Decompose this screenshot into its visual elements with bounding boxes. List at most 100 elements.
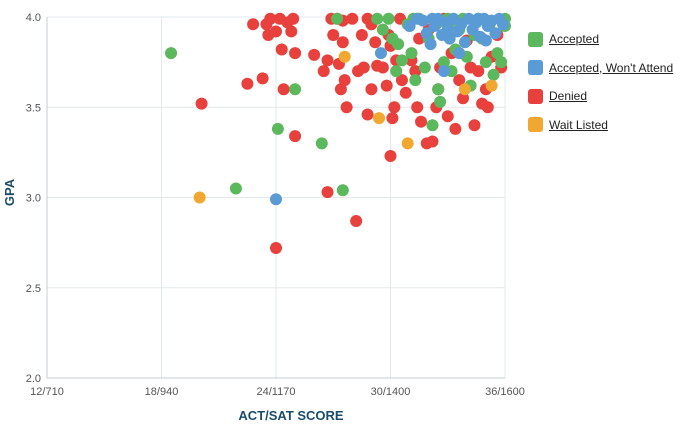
- y-tick-label: 4.0: [26, 12, 41, 24]
- data-point: [229, 182, 242, 195]
- data-point: [336, 184, 349, 197]
- y-tick-label: 3.5: [26, 102, 41, 114]
- data-point: [485, 79, 498, 92]
- data-point: [415, 115, 428, 128]
- data-point: [426, 135, 439, 148]
- data-point: [457, 92, 470, 105]
- x-tick-label: 18/940: [145, 386, 179, 398]
- data-point: [395, 74, 408, 87]
- data-point: [321, 186, 334, 199]
- legend-label[interactable]: Accepted: [549, 32, 600, 46]
- data-point: [388, 101, 401, 114]
- data-point: [271, 122, 284, 135]
- y-tick-label: 2.5: [26, 283, 41, 295]
- axes: [46, 17, 505, 379]
- data-point: [195, 97, 208, 110]
- data-point: [420, 27, 433, 40]
- data-point: [432, 83, 445, 96]
- data-point: [376, 61, 389, 74]
- data-point: [491, 47, 504, 60]
- data-point: [489, 27, 502, 40]
- data-point: [338, 74, 351, 87]
- data-point: [355, 29, 368, 42]
- data-point: [289, 130, 302, 143]
- data-point: [277, 83, 290, 96]
- legend-item[interactable]: Accepted, Won't Attend: [528, 59, 673, 77]
- data-point: [350, 214, 363, 227]
- data-point: [289, 83, 302, 96]
- data-point: [327, 29, 340, 42]
- legend-item[interactable]: Wait Listed: [528, 116, 673, 134]
- data-point: [346, 12, 359, 25]
- data-point: [441, 110, 454, 123]
- data-point: [479, 56, 492, 69]
- data-point: [418, 61, 431, 74]
- series-3: [193, 50, 498, 204]
- data-point: [416, 14, 429, 27]
- legend: Accepted Accepted, Won't Attend Denied Wait…: [528, 30, 673, 144]
- data-point: [449, 122, 462, 135]
- data-point: [380, 79, 393, 92]
- data-point: [382, 12, 395, 25]
- data-point: [270, 25, 282, 38]
- series-2: [270, 12, 510, 206]
- data-point: [287, 12, 300, 25]
- x-tick-label: 30/1400: [371, 386, 411, 398]
- data-point: [441, 23, 454, 36]
- data-point: [481, 101, 494, 114]
- data-point: [453, 47, 466, 60]
- data-point: [247, 18, 260, 31]
- data-point: [405, 47, 418, 60]
- data-point: [497, 18, 510, 31]
- data-point: [390, 65, 403, 78]
- data-point: [285, 25, 298, 38]
- data-point: [376, 23, 389, 36]
- data-point: [401, 137, 414, 150]
- legend-label[interactable]: Wait Listed: [549, 117, 608, 132]
- data-point: [315, 137, 328, 150]
- data-point: [331, 12, 344, 25]
- data-point: [437, 65, 450, 78]
- legend-item[interactable]: Denied: [528, 87, 673, 105]
- x-tick-label: 36/1600: [485, 386, 525, 398]
- data-point: [453, 74, 466, 87]
- legend-label[interactable]: Denied: [549, 89, 588, 103]
- data-point: [399, 86, 412, 99]
- data-point: [386, 112, 399, 125]
- tick-labels: 12/710 18/940 24/1170 30/1400 36/1600 2.0 2.5 3…: [26, 12, 525, 398]
- data-point: [270, 193, 282, 206]
- data-point: [479, 34, 492, 47]
- legend-swatch: [528, 117, 543, 132]
- y-tick-label: 2.0: [26, 373, 41, 385]
- legend-item[interactable]: Accepted: [528, 30, 673, 48]
- legend-swatch: [528, 88, 543, 104]
- data-point: [426, 119, 439, 132]
- data-point: [458, 36, 471, 49]
- data-point: [371, 12, 384, 25]
- data-point: [384, 149, 397, 162]
- y-axis-title: GPA: [2, 178, 17, 206]
- x-tick-label: 12/710: [30, 386, 64, 398]
- data-point: [338, 50, 351, 63]
- legend-label[interactable]: Accepted, Won't Attend: [549, 60, 674, 75]
- data-point: [373, 112, 386, 125]
- x-axis-title: ACT/SAT SCORE: [238, 408, 344, 423]
- data-point: [264, 12, 277, 25]
- data-point: [443, 32, 456, 45]
- legend-swatch: [528, 60, 543, 75]
- x-tick-label: 24/1170: [257, 386, 296, 398]
- data-point: [395, 54, 408, 67]
- y-tick-label: 3.0: [26, 193, 41, 205]
- data-point: [426, 12, 439, 25]
- data-point: [241, 77, 254, 90]
- data-point: [458, 83, 471, 96]
- data-point: [468, 119, 481, 132]
- data-point: [424, 38, 437, 51]
- data-point: [409, 74, 422, 87]
- data-point: [289, 47, 302, 60]
- data-point: [403, 20, 416, 33]
- data-point: [361, 108, 374, 121]
- data-point: [336, 36, 349, 49]
- data-point: [317, 65, 330, 78]
- data-point: [409, 65, 422, 78]
